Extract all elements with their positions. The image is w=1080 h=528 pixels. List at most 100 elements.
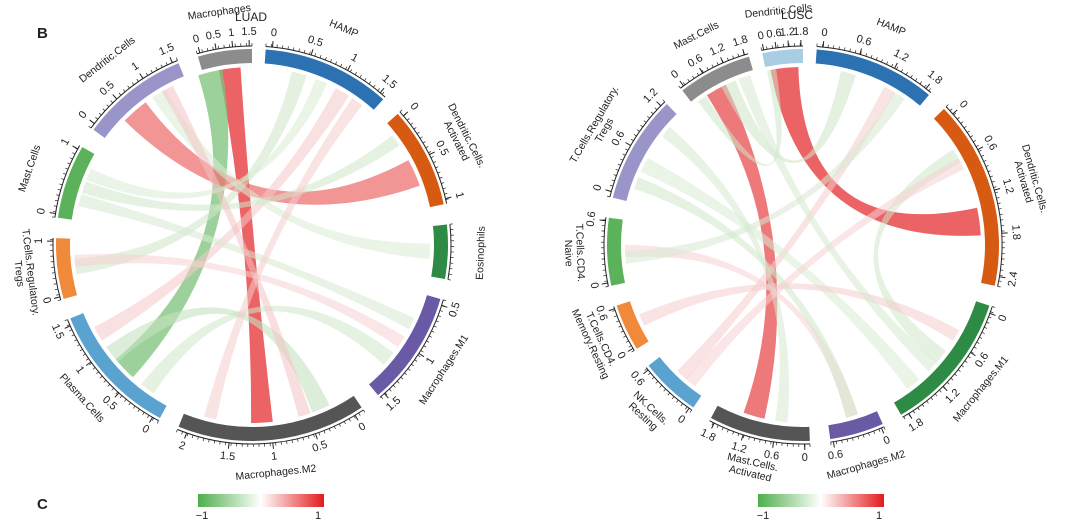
lusc-ribbon-3 xyxy=(677,86,896,380)
luad-minor-tick xyxy=(155,67,158,71)
lusc-major-tick xyxy=(685,407,690,414)
luad-minor-tick xyxy=(333,426,336,430)
lusc-minor-tick xyxy=(917,407,920,411)
luad-label-dendritic-cells: Dendritic.Cells xyxy=(77,34,138,85)
luad-minor-tick xyxy=(373,84,376,88)
luad-minor-tick xyxy=(145,72,149,76)
luad-minor-tick xyxy=(396,380,400,384)
luad-minor-tick xyxy=(95,117,99,120)
luad-minor-tick xyxy=(343,421,346,425)
lusc-minor-tick xyxy=(648,372,651,376)
luad-minor-tick xyxy=(160,64,163,68)
luad-label-plasma-cells: Plasma.Cells xyxy=(57,371,107,425)
luad-tick-label: 0.5 xyxy=(100,394,119,413)
luad-ribbon-12 xyxy=(161,85,311,417)
lusc-major-tick xyxy=(699,67,704,74)
luad-minor-tick xyxy=(423,345,427,348)
luad-tick-label: 0.5 xyxy=(311,439,329,455)
lusc-minor-tick xyxy=(849,48,851,52)
luad-tick-label: 0 xyxy=(40,296,53,305)
luad-tick-label: 0.5 xyxy=(433,139,451,158)
lusc-minor-tick xyxy=(954,373,958,377)
lusc-major-tick xyxy=(832,441,835,448)
luad-minor-tick xyxy=(286,440,288,444)
lusc-tick-label: 0.6 xyxy=(981,133,999,152)
luad-sector-dendritic-cells xyxy=(93,63,184,139)
lusc-minor-tick xyxy=(706,67,709,71)
luad-minor-tick xyxy=(115,391,119,395)
lusc-minor-tick xyxy=(924,84,927,88)
luad-minor-tick xyxy=(439,176,443,179)
panel-c-label: C xyxy=(37,496,48,513)
luad-major-tick xyxy=(64,325,71,329)
luad-tick-label: 1.5 xyxy=(380,72,399,91)
luad-major-tick xyxy=(384,393,389,399)
luad-ribbon-10 xyxy=(74,253,405,348)
lusc-minor-tick xyxy=(997,286,1001,288)
lusc-major-tick xyxy=(601,282,608,285)
luad-minor-tick xyxy=(54,199,59,202)
lusc-label-hamp: HAMP xyxy=(875,16,908,38)
lusc-minor-tick xyxy=(857,436,860,440)
lusc-minor-tick xyxy=(623,335,627,338)
luad-minor-tick xyxy=(118,92,122,96)
lusc-axis-mast-cells-activated xyxy=(709,420,810,445)
luad-minor-tick xyxy=(392,384,396,388)
luad-minor-tick xyxy=(217,45,220,49)
luad-axis-hamp xyxy=(265,45,386,98)
luad-major-tick xyxy=(379,87,385,94)
lusc-minor-tick xyxy=(992,306,996,308)
lusc-minor-tick xyxy=(737,53,740,57)
luad-minor-tick xyxy=(124,398,127,402)
luad-minor-tick xyxy=(324,57,327,61)
luad-sector-macrophages xyxy=(197,49,252,71)
lusc-minor-tick xyxy=(997,202,1001,204)
luad-major-tick xyxy=(429,151,435,156)
luad-major-tick xyxy=(139,73,144,79)
luad-minor-tick xyxy=(437,315,441,318)
lusc-minor-tick xyxy=(625,148,629,151)
luad-minor-tick xyxy=(201,49,203,53)
luad-minor-tick xyxy=(67,162,71,165)
luad-minor-tick xyxy=(380,396,384,400)
lusc-minor-tick xyxy=(978,149,982,152)
luad-sector-plasma-cells xyxy=(70,313,167,419)
luad-ribbon-2 xyxy=(124,102,420,205)
lusc-minor-tick xyxy=(696,72,700,76)
luad-minor-tick xyxy=(358,412,361,416)
lusc-minor-tick xyxy=(605,286,609,288)
lusc-tick-label: 1.2 xyxy=(730,440,748,456)
luad-tick-label: 2 xyxy=(177,439,187,452)
luad-minor-tick xyxy=(298,48,300,52)
luad-minor-tick xyxy=(364,78,367,82)
lusc-major-tick xyxy=(679,80,684,87)
lusc-tick-label: 0.6 xyxy=(593,304,609,322)
lusc-minor-tick xyxy=(650,111,654,115)
lusc-sector-t-cells-regulatory-tregs xyxy=(612,104,677,201)
lusc-minor-tick xyxy=(981,154,985,157)
lusc-minor-tick xyxy=(711,422,714,426)
lusc-minor-tick xyxy=(613,174,617,176)
lusc-minor-tick xyxy=(966,130,970,133)
lusc-tick-label: 0.6 xyxy=(585,211,599,228)
lusc-axis-macrophages-m2 xyxy=(830,426,885,443)
lusc-minor-tick xyxy=(685,406,688,410)
luad-minor-tick xyxy=(433,161,437,164)
luad-tick-label: 1.5 xyxy=(384,394,403,413)
lusc-minor-tick xyxy=(862,434,865,438)
lusc-tick-label: 1.8 xyxy=(698,427,717,445)
lusc-minor-tick xyxy=(682,82,686,86)
luad-minor-tick xyxy=(64,319,68,321)
luad-axis-dendritic-cells-activated xyxy=(399,111,448,204)
luad-ribbon-11 xyxy=(86,78,328,199)
lusc-minor-tick xyxy=(759,439,761,443)
lusc-minor-tick xyxy=(651,376,655,380)
lusc-ribbon-8 xyxy=(639,283,960,341)
luad-label-eosinophils: Eosinophils xyxy=(474,226,488,280)
luad-tick-label: 1 xyxy=(349,51,360,64)
lusc-chord-diagram: 0 0.61.21.8HAMP00.61.21.82.4Dendritic.Cel… xyxy=(562,2,1050,485)
luad-minor-tick xyxy=(345,66,348,70)
lusc-minor-tick xyxy=(905,72,908,75)
luad-minor-tick xyxy=(66,324,70,327)
